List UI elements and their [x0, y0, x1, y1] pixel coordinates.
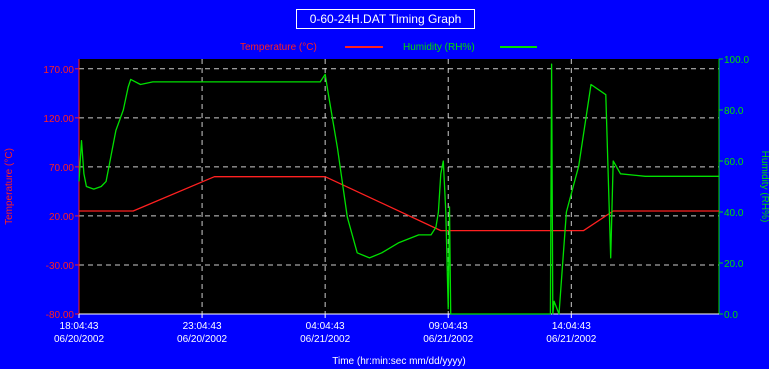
- x-tick-label-date: 06/21/2002: [300, 334, 350, 345]
- y-left-axis-title: Temperature (°C): [4, 148, 15, 225]
- x-tick-label-date: 06/21/2002: [546, 334, 596, 345]
- x-tick-label-date: 06/20/2002: [54, 334, 104, 345]
- x-tick-label-time: 04:04:43: [306, 321, 345, 332]
- plot-area: [79, 59, 719, 314]
- legend-label-humidity: Humidity (RH%): [403, 42, 475, 53]
- y-right-axis-title: Humidity (RH%): [759, 151, 769, 223]
- y-right-tick-label: 60.0: [724, 157, 744, 168]
- y-right-tick-label: 20.0: [724, 259, 744, 270]
- y-right-tick-label: 80.0: [724, 106, 744, 117]
- y-right-tick-label: 0.0: [724, 310, 738, 321]
- y-right-tick-label: 100.0: [724, 55, 749, 66]
- x-tick-label-time: 09:04:43: [429, 321, 468, 332]
- x-tick-label-date: 06/20/2002: [177, 334, 227, 345]
- x-tick-label-time: 14:04:43: [552, 321, 591, 332]
- chart-title: 0-60-24H.DAT Timing Graph: [296, 9, 475, 29]
- x-tick-label-time: 18:04:43: [60, 321, 99, 332]
- legend-label-temperature: Temperature (°C): [240, 42, 317, 53]
- y-left-tick-label: 20.00: [49, 212, 74, 223]
- x-tick-label-date: 06/21/2002: [423, 334, 473, 345]
- humidity-line: [78, 63, 719, 315]
- y-left-tick-label: -30.00: [46, 261, 75, 272]
- x-axis-title: Time (hr:min:sec mm/dd/yyyy): [332, 356, 466, 367]
- y-left-tick-label: 70.00: [49, 163, 74, 174]
- y-left-tick-label: 120.00: [43, 114, 74, 125]
- temperature-line: [79, 176, 719, 232]
- y-left-tick-label: 170.00: [43, 65, 74, 76]
- y-right-tick-label: 40.0: [724, 208, 744, 219]
- y-left-tick-label: -80.00: [46, 310, 75, 321]
- x-tick-label-time: 23:04:43: [183, 321, 222, 332]
